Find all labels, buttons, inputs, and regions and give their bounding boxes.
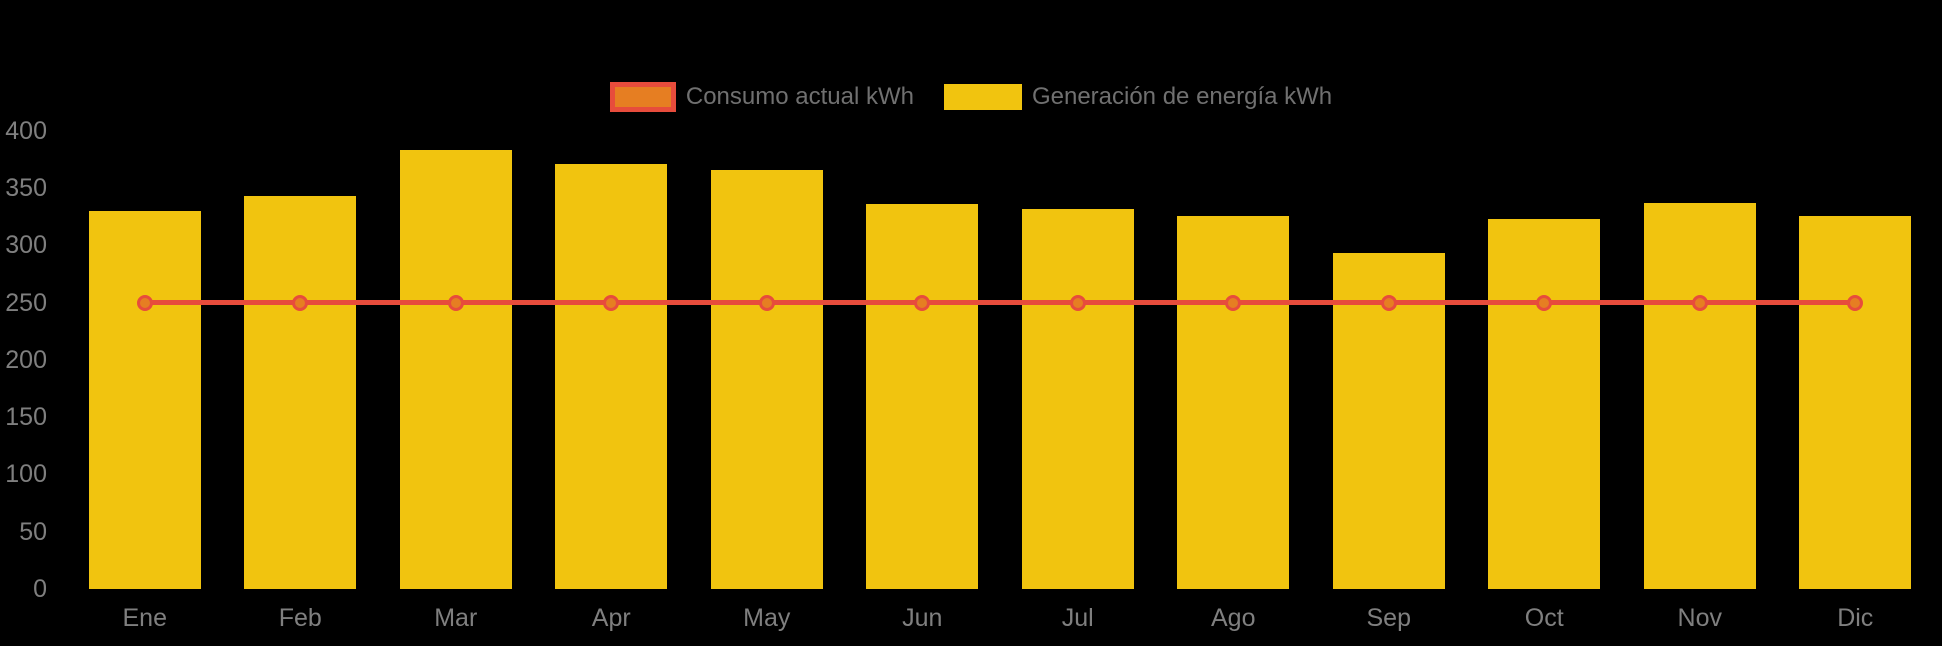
bar-slot [1467, 108, 1623, 589]
bar-slot [689, 108, 845, 589]
x-tick-label-oct: Oct [1524, 604, 1564, 632]
y-tick-label: 150 [5, 403, 47, 432]
x-tick-label-mar: Mar [434, 604, 478, 632]
bar-jul[interactable] [1021, 208, 1134, 589]
bar-slot [534, 108, 690, 589]
bar-slot [1778, 108, 1934, 589]
bar-ene[interactable] [88, 211, 201, 589]
line-marker-jun[interactable] [914, 294, 931, 311]
bar-slot [223, 108, 379, 589]
y-tick-label: 250 [5, 288, 47, 317]
bar-slot [1622, 108, 1778, 589]
line-marker-mar[interactable] [447, 294, 464, 311]
bar-ago[interactable] [1177, 215, 1290, 589]
bar-apr[interactable] [555, 164, 668, 589]
line-marker-apr[interactable] [603, 294, 620, 311]
legend-item-consumo[interactable]: Consumo actual kWh [609, 82, 914, 112]
bar-oct[interactable] [1488, 219, 1601, 589]
legend-label-consumo: Consumo actual kWh [685, 83, 914, 110]
chart-legend: Consumo actual kWh Generación de energía… [0, 82, 1942, 112]
legend-label-generacion: Generación de energía kWh [1031, 83, 1333, 110]
bar-jun[interactable] [866, 204, 979, 589]
bar-dic[interactable] [1799, 215, 1912, 589]
bar-slot [1000, 108, 1156, 589]
x-tick-label-nov: Nov [1677, 604, 1722, 632]
bar-series [67, 108, 1933, 589]
x-tick-label-ago: Ago [1211, 604, 1256, 632]
bar-slot [1311, 108, 1467, 589]
x-tick-label-sep: Sep [1366, 604, 1411, 632]
bar-feb[interactable] [244, 196, 357, 589]
y-tick-label: 50 [19, 517, 47, 546]
x-tick-label-ene: Ene [122, 604, 167, 632]
line-marker-nov[interactable] [1691, 294, 1708, 311]
line-marker-oct[interactable] [1536, 294, 1553, 311]
x-tick-label-apr: Apr [591, 604, 631, 632]
plot-area [67, 108, 1933, 589]
bar-slot [845, 108, 1001, 589]
y-tick-label: 0 [33, 575, 47, 603]
line-marker-sep[interactable] [1380, 294, 1397, 311]
x-tick-label-dic: Dic [1837, 604, 1874, 632]
x-axis: Ene Feb Mar Apr May Jun Jul Ago Sep Oct Nov Dic [67, 601, 1933, 635]
legend-swatch-consumo [609, 82, 676, 112]
legend-swatch-generacion [943, 84, 1022, 110]
legend-item-generacion[interactable]: Generación de energía kWh [943, 83, 1333, 111]
consumption-line [144, 300, 1856, 306]
y-tick-label: 200 [5, 345, 47, 374]
x-tick-label-jun: Jun [902, 604, 943, 632]
bar-slot [378, 108, 534, 589]
line-marker-dic[interactable] [1847, 294, 1864, 311]
x-tick-label-feb: Feb [278, 604, 322, 632]
y-tick-label: 350 [5, 174, 47, 203]
line-marker-may[interactable] [758, 294, 775, 311]
y-tick-label: 300 [5, 231, 47, 260]
bar-slot [67, 108, 223, 589]
y-tick-label: 400 [5, 116, 47, 145]
bar-mar[interactable] [399, 150, 512, 589]
line-marker-ago[interactable] [1225, 294, 1242, 311]
x-tick-label-jul: Jul [1061, 604, 1094, 632]
bar-slot [1156, 108, 1312, 589]
bar-nov[interactable] [1643, 203, 1756, 589]
y-axis: 0 50 100 150 200 250 300 350 400 [0, 108, 47, 603]
bar-may[interactable] [710, 169, 823, 589]
line-marker-ene[interactable] [136, 294, 153, 311]
y-tick-label: 100 [5, 460, 47, 489]
x-tick-label-may: May [743, 604, 791, 632]
line-marker-feb[interactable] [292, 294, 309, 311]
line-marker-jul[interactable] [1069, 294, 1086, 311]
